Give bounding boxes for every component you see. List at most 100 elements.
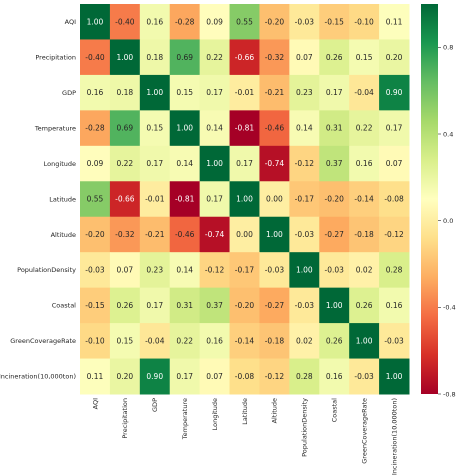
heatmap-cell	[289, 323, 320, 360]
heatmap-cell	[379, 358, 410, 395]
heatmap-cell	[80, 39, 111, 76]
heatmap-cell	[229, 4, 260, 40]
heatmap-cell	[139, 4, 171, 40]
heatmap-cell	[80, 216, 111, 253]
heatmap-cell	[80, 145, 111, 182]
cell-value-label: -0.08	[384, 195, 404, 204]
heatmap-cell	[259, 4, 290, 40]
cell-value-label: 0.15	[356, 53, 373, 62]
cell-value-label: -0.32	[115, 230, 135, 239]
cell-value-label: -0.10	[85, 336, 105, 345]
heatmap-cell	[139, 39, 171, 76]
heatmap-cell	[259, 323, 290, 360]
heatmap-cell	[109, 323, 141, 360]
cell-value-label: 0.02	[296, 336, 313, 345]
heatmap-cell	[379, 216, 410, 253]
cell-value-label: -0.81	[235, 124, 255, 133]
cell-value-label: -0.17	[235, 266, 255, 275]
cell-value-label: 0.07	[206, 372, 223, 381]
y-tick-label: Incineration(10,000ton)	[0, 373, 76, 381]
cell-value-label: 1.00	[386, 372, 403, 381]
cell-value-label: 0.26	[326, 53, 343, 62]
heatmap-cells: 1.00 -0.40 0.16 -0.28 0.09 0.55 -0.20 -0.03 -0.1…	[80, 4, 410, 395]
cell-value-label: -0.46	[265, 124, 285, 133]
y-tick-label: GDP	[62, 89, 76, 97]
cell-value-label: -0.21	[265, 88, 285, 97]
heatmap-cell	[139, 323, 171, 360]
heatmap-cell	[199, 358, 231, 395]
heatmap-cell	[109, 39, 141, 76]
heatmap-cell	[109, 216, 141, 253]
heatmap-cell	[109, 287, 141, 324]
colorbar-gradient	[421, 4, 438, 394]
heatmap-cell	[199, 323, 231, 360]
cell-value-label: -0.40	[85, 53, 105, 62]
cell-value-label: 0.20	[117, 372, 134, 381]
cell-value-label: -0.03	[295, 17, 315, 26]
x-tick-label: AQI	[91, 398, 99, 409]
heatmap-cell	[229, 110, 260, 147]
cell-value-label: -0.01	[145, 195, 165, 204]
cell-value-label: -0.20	[265, 17, 285, 26]
heatmap-cell	[109, 110, 141, 147]
heatmap-cell	[169, 252, 201, 289]
heatmap-cell	[289, 110, 320, 147]
heatmap-cell	[289, 216, 320, 253]
heatmap-cell	[319, 216, 350, 253]
heatmap-cell	[379, 287, 410, 324]
heatmap-cell	[229, 252, 260, 289]
x-axis-labels: AQI Precipitation GDP Temperature Longitude L…	[91, 398, 398, 475]
heatmap-cell	[319, 4, 350, 40]
heatmap-cell	[259, 358, 290, 395]
cell-value-label: 0.07	[386, 159, 403, 168]
cell-value-label: 1.00	[356, 336, 373, 345]
heatmap-cell	[349, 110, 380, 147]
heatmap-cell	[259, 216, 290, 253]
heatmap-cell	[379, 74, 410, 111]
heatmap-cell	[289, 39, 320, 76]
heatmap-cell	[199, 145, 231, 182]
heatmap-cell	[109, 358, 141, 395]
heatmap-cell	[80, 181, 111, 218]
cell-value-label: -0.03	[265, 266, 285, 275]
heatmap-cell	[259, 145, 290, 182]
heatmap-cell	[379, 110, 410, 147]
cell-value-label: 0.15	[146, 124, 163, 133]
heatmap-cell	[259, 110, 290, 147]
cell-value-label: 0.14	[176, 159, 193, 168]
cell-value-label: -0.21	[145, 230, 165, 239]
heatmap-cell	[109, 252, 141, 289]
cell-value-label: 0.15	[176, 88, 193, 97]
heatmap-cell	[319, 74, 350, 111]
cell-value-label: -0.03	[295, 230, 315, 239]
cell-value-label: 0.17	[206, 195, 223, 204]
heatmap-cell	[379, 39, 410, 76]
heatmap-cell	[259, 287, 290, 324]
heatmap-cell	[199, 74, 231, 111]
heatmap-cell	[379, 145, 410, 182]
heatmap-cell	[229, 358, 260, 395]
heatmap-cell	[349, 39, 380, 76]
heatmap-cell	[139, 287, 171, 324]
heatmap-cell	[289, 358, 320, 395]
heatmap-cell	[199, 4, 231, 40]
y-tick-label: AQI	[65, 18, 76, 26]
heatmap-cell	[199, 39, 231, 76]
heatmap-cell	[80, 252, 111, 289]
heatmap-cell	[319, 145, 350, 182]
heatmap-cell	[349, 216, 380, 253]
cell-value-label: 0.09	[87, 159, 104, 168]
cell-value-label: -0.40	[115, 17, 135, 26]
cell-value-label: 0.22	[356, 124, 373, 133]
cell-value-label: 1.00	[206, 159, 223, 168]
heatmap-cell	[169, 181, 201, 218]
cell-value-label: 1.00	[266, 230, 283, 239]
heatmap-cell	[289, 252, 320, 289]
cell-value-label: 1.00	[296, 266, 313, 275]
x-tick-label: Temperature	[181, 398, 189, 440]
heatmap-cell	[349, 181, 380, 218]
y-tick-label: Temperature	[34, 124, 76, 132]
cell-value-label: 0.26	[326, 336, 343, 345]
cell-value-label: 0.18	[146, 53, 163, 62]
cell-value-label: 1.00	[326, 301, 343, 310]
